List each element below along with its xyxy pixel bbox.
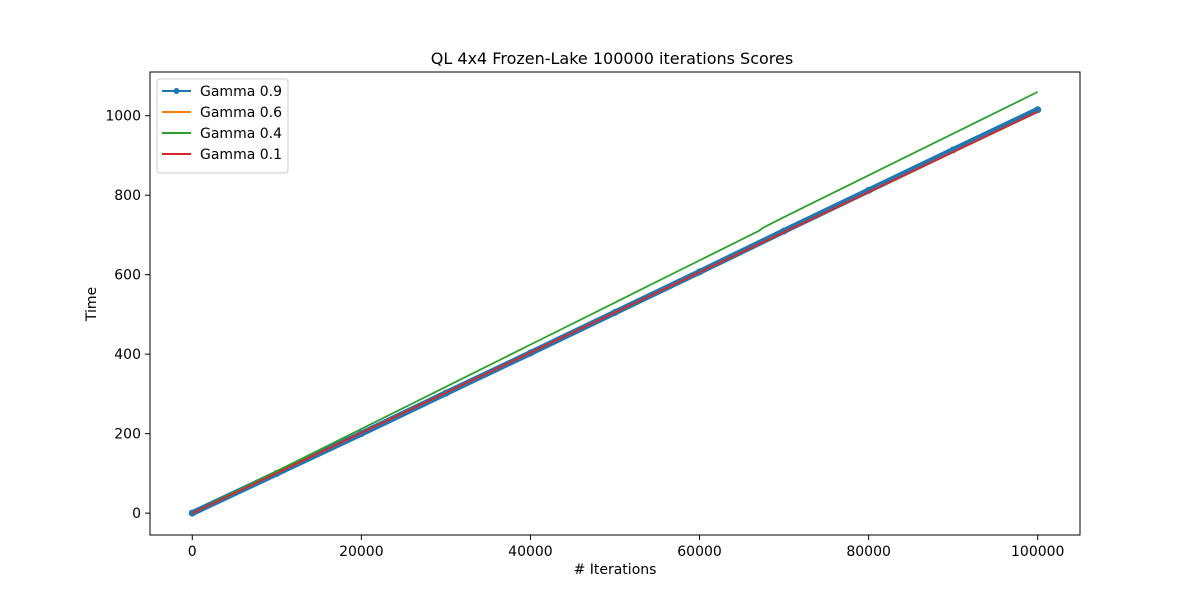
legend-label: Gamma 0.1 bbox=[200, 147, 282, 163]
y-tick-label: 600 bbox=[114, 268, 141, 284]
x-tick-label: 20000 bbox=[339, 544, 384, 560]
series-0-point bbox=[1034, 106, 1042, 114]
legend-marker bbox=[173, 88, 180, 94]
legend-label: Gamma 0.4 bbox=[200, 126, 282, 142]
x-tick-label: 100000 bbox=[1011, 544, 1064, 560]
x-tick-label: 40000 bbox=[508, 544, 553, 560]
y-tick-label: 800 bbox=[114, 188, 141, 204]
legend: Gamma 0.9 Gamma 0.6 Gamma 0.4 Gamma 0.1 bbox=[156, 78, 289, 174]
y-tick-label: 1000 bbox=[105, 109, 141, 125]
y-tick-label: 200 bbox=[114, 427, 141, 443]
series-2-line bbox=[191, 91, 1039, 514]
chart-title: QL 4x4 Frozen-Lake 100000 iterations Sco… bbox=[431, 49, 793, 68]
plot-area bbox=[188, 91, 1042, 517]
axis-ticks: 0 20000 40000 60000 80000 100000 0 200 400 600 800… bbox=[105, 109, 1064, 560]
x-tick-label: 60000 bbox=[677, 544, 722, 560]
axes-frame bbox=[149, 71, 1081, 536]
y-tick-label: 400 bbox=[114, 347, 141, 363]
y-tick-label: 0 bbox=[132, 506, 141, 522]
x-axis-title: # Iterations bbox=[574, 562, 657, 578]
legend-label: Gamma 0.6 bbox=[200, 105, 282, 121]
series-3-line bbox=[191, 110, 1039, 514]
y-axis-title: Time bbox=[84, 287, 100, 322]
x-tick-label: 80000 bbox=[846, 544, 891, 560]
legend-label: Gamma 0.9 bbox=[200, 84, 282, 100]
x-tick-label: 0 bbox=[188, 544, 197, 560]
legend-box bbox=[156, 78, 289, 174]
